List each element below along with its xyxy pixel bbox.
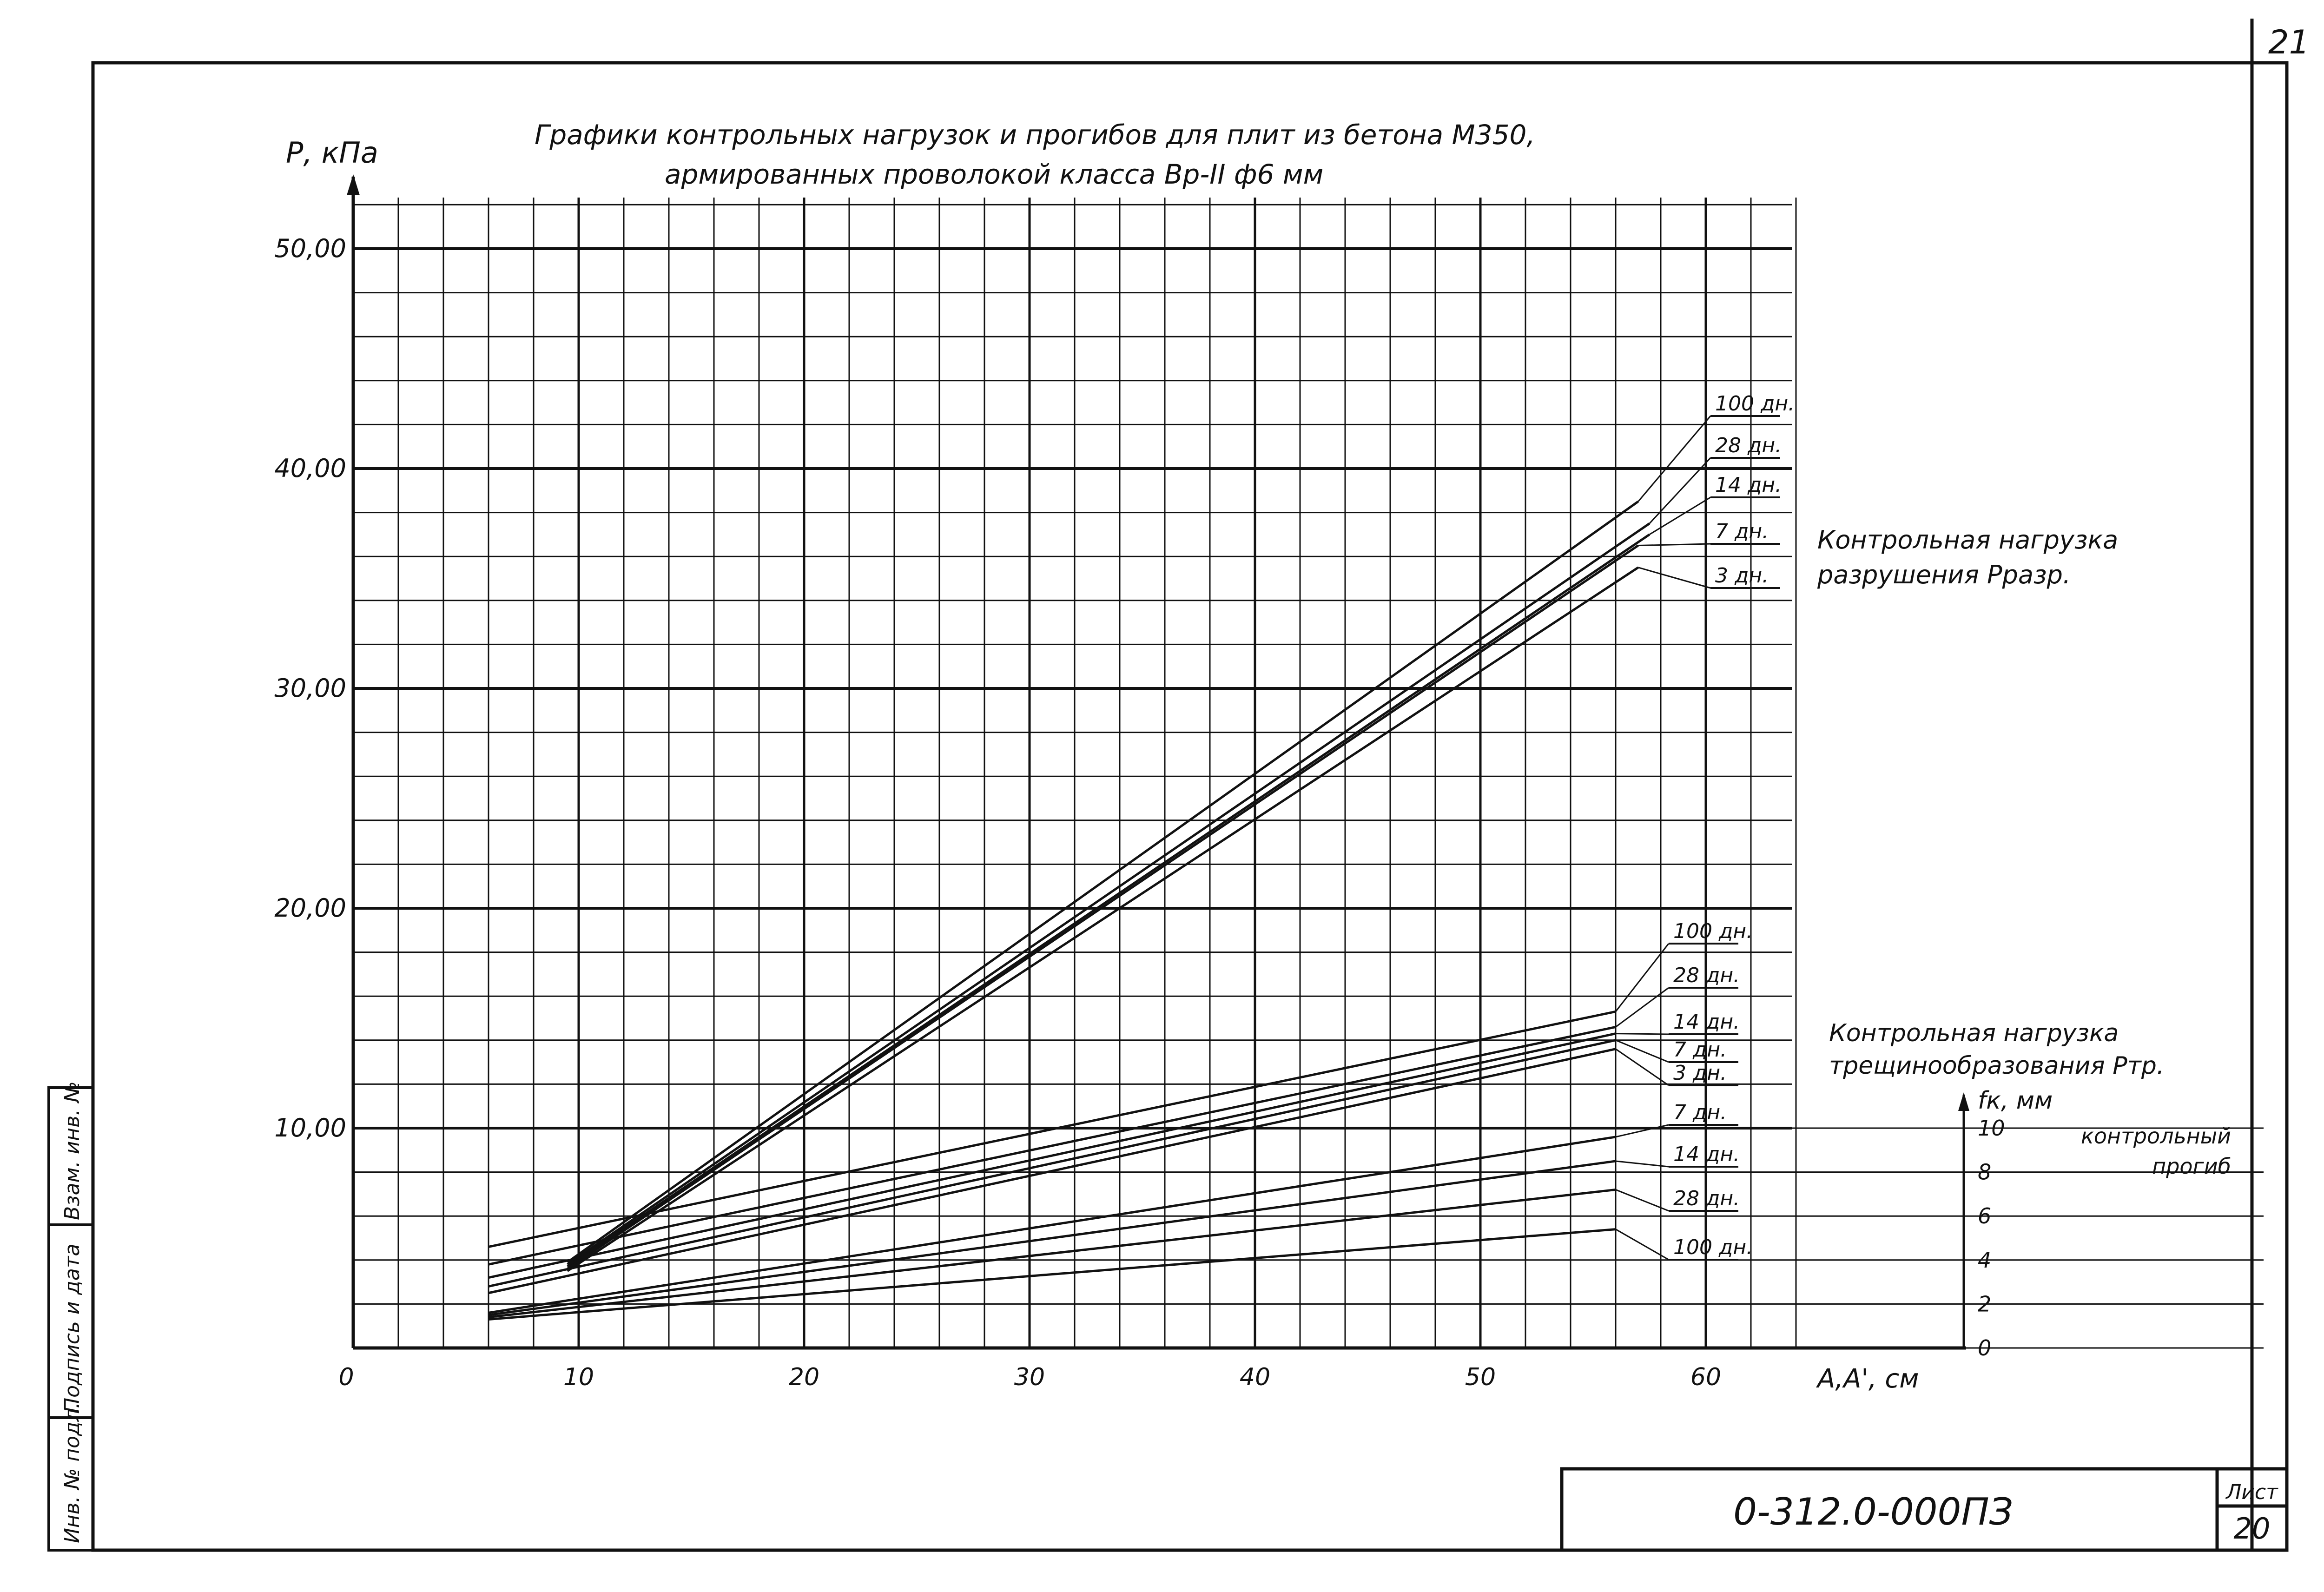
series-label: 28 дн. xyxy=(1673,1187,1740,1210)
series-leader-line xyxy=(1649,496,1711,535)
sheet-label: Лист xyxy=(2225,1480,2278,1504)
secondary-axis-label: fк, мм xyxy=(1978,1087,2053,1115)
series-label: 14 дн. xyxy=(1673,1010,1740,1034)
origin-label: 0 xyxy=(338,1363,354,1391)
series-label: 3 дн. xyxy=(1715,564,1769,588)
y-tick-label: 30,00 xyxy=(274,674,346,703)
series-leader-line xyxy=(1615,1039,1669,1063)
chart-labels: 10 20 30 40 50 6010,0020,0030,0040,0050,00024… xyxy=(274,234,2005,1391)
series-line xyxy=(567,533,1651,1268)
chart-title-line-1: Графики контрольных нагрузок и прогибов … xyxy=(535,119,1535,151)
series-line xyxy=(567,522,1651,1266)
y-tick-label: 20,00 xyxy=(274,893,346,923)
side-stamp xyxy=(47,1086,94,1552)
series-leader-line xyxy=(1615,1160,1669,1168)
series-line xyxy=(567,544,1639,1270)
series-line xyxy=(488,1228,1616,1321)
x-tick-label: 20 xyxy=(789,1363,819,1391)
x-axis-label: А,А', см xyxy=(1816,1364,1919,1394)
secondary-tick-label: 8 xyxy=(1978,1160,1991,1185)
series-line xyxy=(488,1025,1616,1266)
caption-failure-line-2: разрушения Рразр. xyxy=(1817,560,2071,589)
series-leader-line xyxy=(1615,943,1670,1012)
y-tick-label: 40,00 xyxy=(274,454,346,483)
series-line xyxy=(488,1010,1616,1248)
stamp-inv-original: Инв. № подл. xyxy=(60,1402,84,1543)
caption-failure-line-1: Контрольная нагрузка xyxy=(1817,525,2118,555)
chart-axes xyxy=(347,174,1969,1350)
stamp-replacement-inv: Взам. инв. № xyxy=(60,1081,84,1220)
series-line xyxy=(488,1032,1616,1279)
x-tick-label: 30 xyxy=(1014,1363,1045,1391)
series-line xyxy=(488,1039,1616,1288)
y-axis-label: Р, кПа xyxy=(286,136,378,170)
secondary-tick-label: 6 xyxy=(1978,1203,1991,1229)
series-leader-line xyxy=(1615,987,1669,1028)
y-tick-label: 10,00 xyxy=(274,1113,346,1143)
series-leader-line xyxy=(1649,457,1711,524)
series-label: 14 дн. xyxy=(1715,473,1782,497)
series-line xyxy=(488,1188,1616,1319)
series-label: 7 дн. xyxy=(1673,1101,1727,1124)
title-block xyxy=(1560,1467,2289,1552)
series-label: 28 дн. xyxy=(1673,964,1740,987)
chart-title-line-2: армированных проволокой класса Вр-II ф6 … xyxy=(665,159,1323,190)
series-label: 3 дн. xyxy=(1673,1061,1727,1085)
series-line xyxy=(488,1048,1616,1295)
y-tick-label: 50,00 xyxy=(274,234,346,263)
page-number: 21 xyxy=(2268,23,2310,61)
series-leader-line xyxy=(1615,1189,1669,1212)
series-leader-line xyxy=(1615,1124,1669,1138)
x-tick-label: 10 xyxy=(563,1363,594,1391)
series-leader-line xyxy=(1637,416,1711,502)
secondary-tick-label: 4 xyxy=(1978,1248,1991,1273)
stamp-signature-date: Подпись и дата xyxy=(60,1244,84,1413)
secondary-tick-label: 0 xyxy=(1978,1335,1991,1361)
series-leader-line xyxy=(1638,567,1711,589)
document-code: 0-312.0-000ПЗ xyxy=(1733,1490,2013,1533)
caption-crack-line-1: Контрольная нагрузка xyxy=(1829,1019,2119,1047)
y-axis-arrow xyxy=(347,174,360,195)
series-label: 7 дн. xyxy=(1715,520,1769,543)
secondary-tick-label: 10 xyxy=(1978,1116,2005,1141)
chart-grid xyxy=(352,198,2264,1349)
x-tick-label: 50 xyxy=(1465,1363,1496,1391)
secondary-tick-label: 2 xyxy=(1978,1291,1991,1316)
series-label: 14 дн. xyxy=(1673,1143,1740,1166)
series-line xyxy=(567,500,1639,1263)
series-leader-line xyxy=(1638,543,1711,547)
series-line xyxy=(567,566,1639,1272)
series-line xyxy=(488,1160,1616,1316)
series-line xyxy=(488,1136,1616,1314)
series-label: 28 дн. xyxy=(1715,434,1782,457)
secondary-axis-arrow xyxy=(1958,1092,1969,1111)
series-leader-line xyxy=(1615,1048,1669,1086)
series-label: 100 дн. xyxy=(1715,392,1795,416)
sheet-number: 20 xyxy=(2234,1512,2271,1546)
sheet-frame xyxy=(91,19,2289,1552)
series-leader-line xyxy=(1615,1229,1669,1261)
caption-deflection-line-2: прогиб xyxy=(2152,1154,2231,1179)
x-tick-label: 60 xyxy=(1690,1363,1721,1391)
series-label: 100 дн. xyxy=(1673,1235,1753,1259)
chart-series xyxy=(488,415,1780,1321)
series-label: 100 дн. xyxy=(1673,919,1753,943)
x-tick-label: 40 xyxy=(1240,1363,1270,1391)
caption-crack-line-2: трещинообразования Ртр. xyxy=(1829,1052,2164,1080)
series-label: 7 дн. xyxy=(1673,1038,1727,1062)
caption-deflection-line-1: контрольный xyxy=(2081,1123,2231,1149)
